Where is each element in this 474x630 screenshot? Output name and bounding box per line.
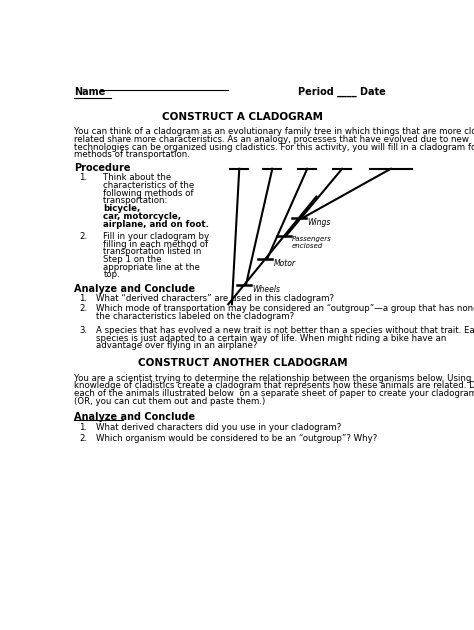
Text: top.: top. bbox=[103, 270, 120, 280]
Text: Think about the: Think about the bbox=[103, 173, 172, 183]
Text: the characteristics labeled on the cladogram?: the characteristics labeled on the clado… bbox=[96, 312, 294, 321]
Text: You can think of a cladogram as an evolutionary family tree in which things that: You can think of a cladogram as an evolu… bbox=[74, 127, 474, 136]
Text: related share more characteristics. As an analogy, processes that have evolved d: related share more characteristics. As a… bbox=[74, 135, 469, 144]
Text: 1.: 1. bbox=[80, 294, 88, 303]
Text: Name: Name bbox=[74, 87, 105, 97]
Text: following methods of: following methods of bbox=[103, 189, 194, 198]
Text: each of the animals illustrated below  on a separate sheet of paper to create yo: each of the animals illustrated below on… bbox=[74, 389, 474, 398]
Text: 1.: 1. bbox=[80, 173, 88, 183]
Text: Procedure: Procedure bbox=[74, 163, 130, 173]
Text: 3.: 3. bbox=[80, 326, 88, 335]
Text: Fill in your cladogram by: Fill in your cladogram by bbox=[103, 232, 210, 241]
Text: species is just adapted to a certain way of life. When might riding a bike have : species is just adapted to a certain way… bbox=[96, 333, 447, 343]
Text: transportation listed in: transportation listed in bbox=[103, 248, 202, 256]
Text: 2.: 2. bbox=[80, 232, 88, 241]
Text: What derived characters did you use in your cladogram?: What derived characters did you use in y… bbox=[96, 423, 341, 432]
Text: advantage over flying in an airplane?: advantage over flying in an airplane? bbox=[96, 341, 257, 350]
Text: filling in each method of: filling in each method of bbox=[103, 239, 209, 249]
Text: Analyze and Conclude: Analyze and Conclude bbox=[74, 412, 195, 422]
Text: Motor: Motor bbox=[273, 259, 295, 268]
Text: transportation:: transportation: bbox=[103, 197, 171, 205]
Text: Wings: Wings bbox=[307, 218, 330, 227]
Text: airplane, and on foot.: airplane, and on foot. bbox=[103, 220, 210, 229]
Text: characteristics of the: characteristics of the bbox=[103, 181, 195, 190]
Text: Step 1 on the: Step 1 on the bbox=[103, 255, 162, 264]
Text: 1.: 1. bbox=[80, 423, 88, 432]
Text: car, motorcycle,: car, motorcycle, bbox=[103, 212, 182, 221]
Text: Analyze and Conclude: Analyze and Conclude bbox=[74, 284, 195, 294]
Text: A species that has evolved a new trait is not better than a species without that: A species that has evolved a new trait i… bbox=[96, 326, 474, 335]
Text: bicycle,: bicycle, bbox=[103, 204, 141, 213]
Text: 2.: 2. bbox=[80, 435, 88, 444]
Text: appropriate line at the: appropriate line at the bbox=[103, 263, 200, 272]
Text: methods of transportation.: methods of transportation. bbox=[74, 151, 190, 159]
Text: Period ____ Date: Period ____ Date bbox=[298, 87, 386, 98]
Text: Wheels: Wheels bbox=[252, 285, 280, 294]
Text: knowledge of cladistics create a cladogram that represents how these animals are: knowledge of cladistics create a cladogr… bbox=[74, 381, 474, 391]
Text: CONSTRUCT ANOTHER CLADOGRAM: CONSTRUCT ANOTHER CLADOGRAM bbox=[138, 358, 348, 368]
Text: CONSTRUCT A CLADOGRAM: CONSTRUCT A CLADOGRAM bbox=[163, 112, 323, 122]
Text: What “derived characters” are used in this cladogram?: What “derived characters” are used in th… bbox=[96, 294, 334, 303]
Text: technologies can be organized using cladistics. For this activity, you will fill: technologies can be organized using clad… bbox=[74, 142, 474, 152]
Text: Which organism would be considered to be an “outgroup”? Why?: Which organism would be considered to be… bbox=[96, 435, 377, 444]
Text: 2.: 2. bbox=[80, 304, 88, 313]
Text: Passengers
enclosed: Passengers enclosed bbox=[292, 236, 332, 249]
Text: (OR, you can cut them out and paste them.): (OR, you can cut them out and paste them… bbox=[74, 397, 265, 406]
Text: You are a scientist trying to determine the relationship between the organisms b: You are a scientist trying to determine … bbox=[74, 374, 474, 382]
Text: Which mode of transportation may be considered an “outgroup”—a group that has no: Which mode of transportation may be cons… bbox=[96, 304, 474, 313]
